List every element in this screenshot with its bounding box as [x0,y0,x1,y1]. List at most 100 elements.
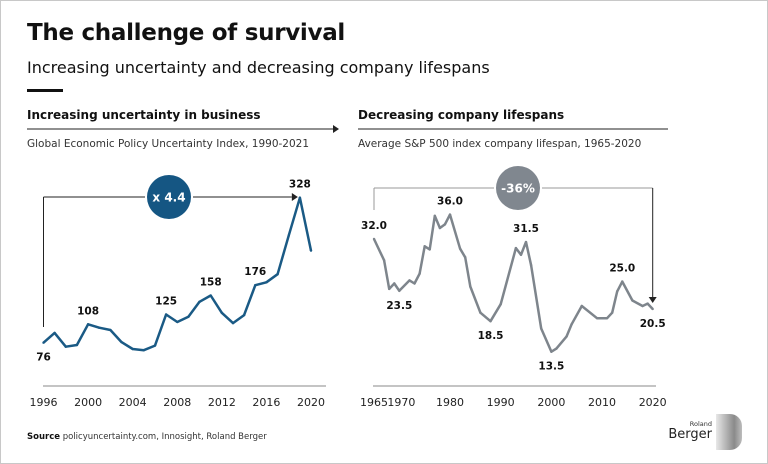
right-data-point [651,307,654,311]
right-data-point [448,213,452,216]
right-data-point [514,246,518,250]
right-data-point [428,248,431,251]
left-panel-subtitle: Global Economic Policy Uncertainty Index… [27,138,310,150]
right-x-tick-label: 2000 [537,396,565,409]
right-data-point [469,285,472,288]
left-x-tick-label: 2020 [297,396,325,409]
right-panel-subtitle: Average S&P 500 index company lifespan, … [358,138,642,150]
left-data-point [142,348,146,352]
right-x-tick-label: 1965 [360,396,388,409]
right-data-point [393,282,396,285]
source-text: policyuncertainty.com, Innosight, Roland… [62,432,267,442]
right-data-point [540,327,543,330]
right-data-point [529,263,533,267]
right-data-point [408,279,411,282]
left-data-point [231,321,235,325]
right-data-label: 13.5 [538,361,564,373]
right-data-label: 32.0 [361,220,387,232]
left-data-label: 125 [155,296,177,308]
right-chart: 1965 1970 1980 1990 2000 2010 2020 32.0 23.5 36.0… [360,166,667,409]
left-chart: 1996 2000 2004 2008 2012 2016 2020 76 108 125 158 1… [30,175,326,409]
left-data-point [109,328,112,332]
right-data-label: 18.5 [478,330,504,342]
right-annotation-arrow-icon [648,297,657,303]
left-x-tick-label: 2008 [163,396,191,409]
right-data-point [413,282,416,285]
left-x-tick-label: 1996 [30,396,58,409]
right-data-point [631,299,634,302]
left-x-tick-label: 2004 [119,396,147,409]
left-data-point [53,331,56,335]
logo-roland-text: Roland [689,420,712,428]
left-data-point [309,249,313,252]
left-series-line [42,196,313,352]
left-data-point [287,234,290,237]
left-data-point [164,313,168,316]
left-x-tick-label: 2016 [252,396,280,409]
page-title: The challenge of survival [27,20,346,46]
right-x-tick-label: 2020 [639,396,667,409]
right-data-point [382,259,386,262]
page-subtitle: Increasing uncertainty and decreasing co… [27,58,490,77]
right-x-tick-label: 2010 [588,396,616,409]
left-data-point [187,315,190,319]
right-series-line [372,213,654,353]
logo-b-mark-icon [716,414,742,450]
right-x-tick-label: 1970 [387,396,415,409]
left-data-point [298,196,302,199]
right-data-point [616,290,619,293]
left-data-label: 158 [200,277,222,289]
right-data-point [580,304,583,308]
left-data-point [98,326,101,329]
left-data-label: 108 [77,305,99,317]
left-annotation-arrow-icon [291,193,298,201]
title-accent-bar [27,89,63,92]
right-data-point [464,256,467,259]
left-data-point [42,341,45,344]
right-x-tick-label: 1990 [487,396,515,409]
right-data-point [479,311,482,314]
left-data-label: 176 [244,266,266,278]
left-data-label: 328 [289,179,311,191]
left-data-point [75,343,79,347]
source-label: Source [27,432,61,442]
right-change-badge [496,166,540,210]
left-data-point [131,347,134,351]
right-data-point [570,323,573,326]
right-data-point [621,280,624,283]
left-data-point [265,281,268,284]
left-x-tick-label: 2012 [208,396,236,409]
right-data-point [388,287,391,291]
right-data-point [610,311,614,314]
left-change-badge-label: x 4.4 [152,191,185,205]
left-data-point [86,323,90,326]
left-header-arrow-icon [333,125,339,133]
right-data-point [550,350,553,353]
right-data-point [524,240,528,244]
right-data-point [519,253,523,257]
left-data-point [276,273,279,276]
left-data-point [254,283,257,287]
right-data-point [398,289,401,292]
right-data-label: 20.5 [640,318,666,330]
right-data-point [418,272,421,275]
right-data-point [646,302,649,305]
left-data-point [176,320,179,324]
right-data-label: 36.0 [437,196,463,208]
right-data-point [438,226,442,230]
right-data-point [489,320,492,323]
right-x-tick-label: 1980 [436,396,464,409]
left-data-point [220,311,224,314]
right-change-badge-label: -36% [501,182,535,196]
left-data-point [64,345,67,348]
right-data-point [433,214,437,218]
left-data-point [153,344,157,347]
right-data-point [555,347,558,350]
left-data-point [209,294,212,297]
left-data-label: 76 [36,352,51,364]
right-panel-title: Decreasing company lifespans [358,108,565,122]
right-data-point [372,237,376,241]
right-data-point [443,223,447,226]
right-data-point [641,304,644,308]
